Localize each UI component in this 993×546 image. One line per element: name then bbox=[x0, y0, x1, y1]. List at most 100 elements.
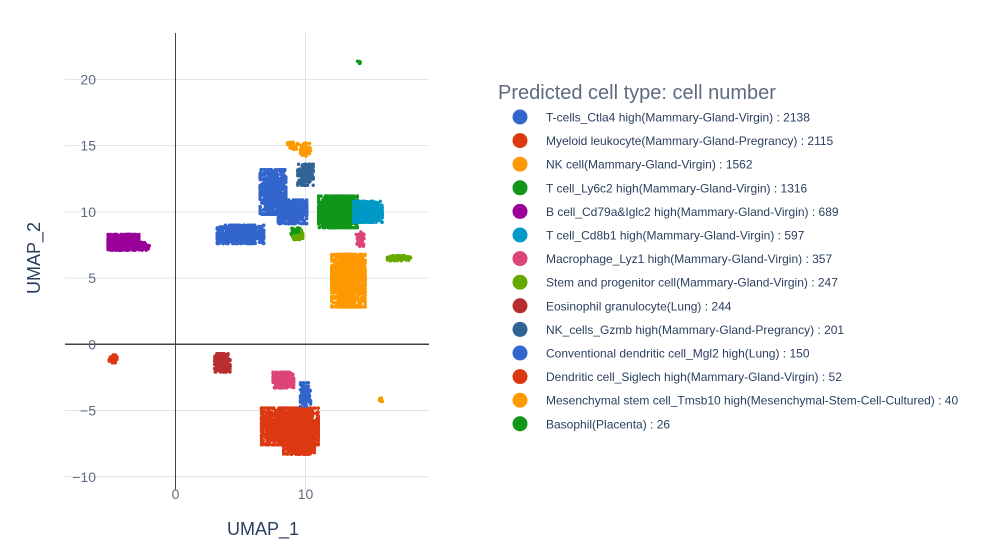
scatter-point bbox=[266, 185, 270, 189]
scatter-point bbox=[312, 433, 317, 438]
scatter-point bbox=[253, 223, 257, 227]
scatter-point bbox=[295, 448, 299, 453]
scatter-point bbox=[363, 277, 367, 282]
scatter-point bbox=[269, 207, 274, 212]
scatter-point bbox=[277, 186, 281, 191]
scatter-point bbox=[274, 177, 278, 181]
scatter-point bbox=[301, 413, 305, 417]
scatter-point bbox=[235, 232, 239, 236]
scatter-point bbox=[231, 241, 235, 246]
scatter-point bbox=[298, 431, 302, 435]
scatter-point bbox=[276, 212, 280, 216]
scatter-point bbox=[262, 241, 266, 245]
scatter-point bbox=[230, 238, 234, 243]
scatter-point bbox=[305, 428, 309, 433]
scatter-point bbox=[262, 235, 266, 240]
scatter-point bbox=[287, 217, 291, 221]
scatter-point bbox=[294, 432, 298, 436]
scatter-point bbox=[315, 430, 319, 434]
scatter-point bbox=[306, 431, 310, 436]
scatter-point bbox=[305, 439, 309, 443]
scatter-point bbox=[248, 241, 252, 246]
scatter-point bbox=[271, 196, 275, 201]
scatter-point bbox=[309, 449, 314, 453]
scatter-point bbox=[280, 420, 284, 424]
scatter-point bbox=[282, 219, 286, 223]
scatter-point bbox=[293, 221, 297, 226]
scatter-point bbox=[277, 406, 281, 410]
scatter-point bbox=[239, 227, 243, 231]
scatter-point bbox=[304, 411, 308, 416]
scatter-point bbox=[225, 234, 229, 238]
scatter-point bbox=[275, 174, 279, 179]
scatter-point bbox=[244, 231, 248, 235]
scatter-point bbox=[299, 201, 303, 206]
scatter-point bbox=[259, 428, 264, 433]
scatter-point bbox=[357, 252, 362, 257]
scatter-point bbox=[274, 170, 279, 175]
scatter-point bbox=[249, 235, 253, 239]
scatter-point bbox=[268, 195, 272, 200]
scatter-point bbox=[290, 420, 294, 424]
scatter-point bbox=[276, 206, 280, 211]
scatter-point bbox=[239, 230, 243, 235]
scatter-point bbox=[278, 209, 282, 214]
scatter-point bbox=[261, 198, 266, 202]
scatter-point bbox=[277, 434, 281, 439]
scatter-point bbox=[236, 239, 241, 243]
scatter-point bbox=[272, 427, 277, 431]
scatter-point bbox=[263, 420, 267, 424]
scatter-point bbox=[283, 188, 288, 192]
scatter-point bbox=[278, 183, 282, 188]
scatter-point bbox=[336, 294, 341, 298]
scatter-point bbox=[302, 452, 307, 456]
scatter-point bbox=[298, 205, 302, 209]
scatter-point bbox=[270, 176, 274, 181]
scatter-point bbox=[257, 240, 262, 244]
scatter-point bbox=[259, 443, 264, 447]
scatter-point bbox=[258, 205, 262, 209]
scatter-point bbox=[307, 445, 311, 449]
scatter-point bbox=[283, 441, 287, 445]
scatter-point bbox=[284, 192, 288, 197]
scatter-point bbox=[223, 241, 227, 245]
scatter-point bbox=[331, 305, 335, 309]
scatter-point bbox=[258, 211, 262, 215]
scatter-point bbox=[261, 426, 266, 430]
scatter-point bbox=[296, 221, 301, 225]
scatter-point bbox=[272, 193, 276, 198]
scatter-point bbox=[269, 174, 273, 178]
scatter-point bbox=[274, 408, 278, 413]
scatter-point bbox=[259, 420, 264, 424]
scatter-point bbox=[241, 224, 245, 228]
scatter-point bbox=[295, 406, 299, 410]
scatter-point bbox=[239, 241, 243, 246]
scatter-point bbox=[263, 178, 267, 182]
scatter-point bbox=[281, 184, 286, 188]
scatter-point bbox=[253, 240, 257, 244]
scatter-point bbox=[298, 440, 302, 445]
scatter-point bbox=[264, 201, 268, 206]
scatter-point bbox=[264, 186, 268, 190]
scatter-point bbox=[263, 212, 267, 216]
scatter-point bbox=[316, 436, 320, 440]
scatter-point bbox=[227, 223, 232, 227]
scatter-point bbox=[234, 235, 238, 240]
scatter-point bbox=[246, 223, 250, 227]
scatter-point bbox=[274, 212, 278, 216]
scatter-point bbox=[262, 207, 267, 211]
scatter-point bbox=[286, 448, 290, 452]
scatter-point bbox=[264, 171, 268, 176]
scatter-point bbox=[292, 408, 296, 413]
scatter-point bbox=[287, 198, 291, 202]
scatter-point bbox=[258, 189, 262, 194]
scatter-point bbox=[281, 426, 285, 430]
scatter-point bbox=[259, 435, 264, 439]
scatter-point bbox=[254, 232, 258, 236]
scatter-point bbox=[258, 175, 263, 180]
scatter-point bbox=[266, 412, 270, 417]
scatter-point bbox=[226, 228, 231, 233]
scatter-point bbox=[305, 211, 309, 215]
scatter-point bbox=[258, 194, 262, 199]
